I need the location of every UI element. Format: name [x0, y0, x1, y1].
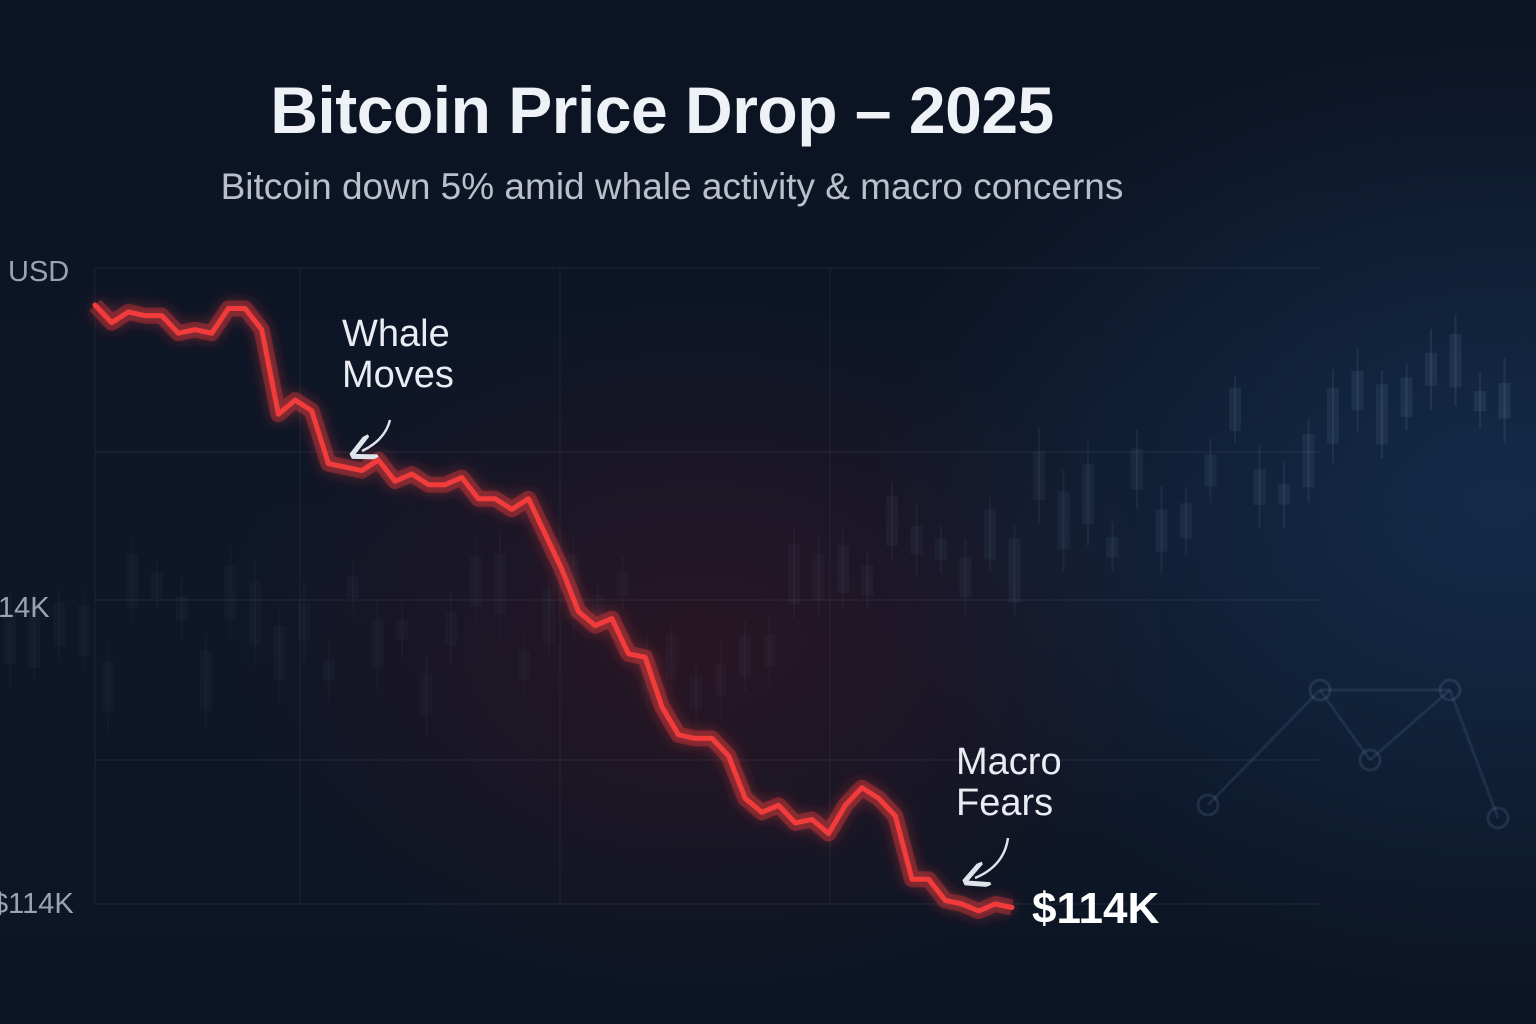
price-line: [92, 302, 1015, 914]
price-line-group: [89, 299, 1015, 919]
bg-candle-body: [1278, 484, 1290, 505]
bg-candle-body: [1131, 448, 1143, 490]
annotation-arrows: [362, 419, 1010, 878]
bg-candle-body: [175, 596, 188, 621]
bg-candle-body: [273, 626, 286, 680]
chart-subtitle: Bitcoin down 5% amid whale activity & ma…: [220, 166, 1124, 207]
bg-candle-body: [396, 619, 408, 640]
bg-candle-body: [592, 594, 604, 616]
bg-candle-body: [1057, 491, 1070, 550]
bg-candle-body: [347, 576, 359, 599]
bg-network-node: [1438, 678, 1462, 702]
bg-candle-body: [4, 613, 16, 665]
bg-candle-body: [1425, 352, 1437, 387]
bg-candle-body: [1449, 334, 1462, 388]
annotation-line: Moves: [342, 354, 454, 396]
annotation-line: Macro: [956, 741, 1062, 783]
bg-candle-body: [53, 602, 65, 647]
bg-candle-body: [518, 651, 531, 680]
bg-candle-body: [494, 553, 506, 615]
bg-network-node: [1196, 793, 1220, 817]
bg-candle-body: [200, 650, 212, 712]
annotation-line: Whale: [342, 313, 450, 355]
bg-candle-body: [28, 605, 41, 669]
bg-candle-body: [1082, 464, 1094, 525]
bg-candle-body: [1376, 384, 1388, 445]
bg-candle-body: [1229, 387, 1241, 432]
bg-candle-body: [371, 620, 384, 668]
bg-candle-body: [1351, 370, 1364, 411]
bg-candle-body: [102, 661, 114, 712]
bg-network-link: [1318, 689, 1372, 761]
bg-candle-body: [1106, 536, 1119, 558]
bg-candle-body: [249, 581, 261, 645]
bg-candle-body: [690, 674, 702, 711]
bg-candle-body: [837, 544, 849, 594]
bg-candle-body: [322, 659, 335, 681]
bg-candle-body: [714, 664, 727, 696]
bg-candle-body: [665, 635, 678, 679]
bg-candle-body: [151, 572, 163, 599]
annotation-arrow-whale: [362, 419, 392, 451]
bg-candle-body: [812, 553, 825, 601]
y-tick-label: 14K: [0, 592, 50, 624]
annotation-line: Fears: [956, 782, 1054, 824]
bg-candle-body: [1180, 503, 1192, 539]
bg-network-node: [1486, 806, 1510, 830]
bg-candle-body: [77, 605, 90, 657]
bg-candle-body: [1253, 469, 1266, 506]
chart-grid: [94, 267, 1320, 905]
bg-candle-body: [1474, 390, 1486, 412]
bg-network-node: [1308, 678, 1332, 702]
bg-network-link: [1206, 688, 1322, 807]
bg-candle-body: [1155, 509, 1168, 552]
bg-candle-body: [224, 564, 237, 620]
bg-candle-body: [469, 556, 482, 608]
bg-candle-body: [984, 508, 996, 560]
bg-candle-body: [739, 635, 751, 677]
bg-candle-body: [1498, 382, 1511, 419]
bg-candle-body: [1204, 454, 1217, 487]
bg-candle-body: [1400, 377, 1413, 418]
bg-candle-body: [1302, 433, 1315, 488]
bg-candle-body: [126, 554, 139, 609]
bg-candle-body: [445, 611, 457, 646]
bg-candle-body: [959, 557, 972, 597]
bg-candle-body: [543, 588, 555, 645]
bg-candle-body: [910, 526, 923, 555]
chart-title: Bitcoin Price Drop – 2025: [270, 73, 1054, 147]
bg-candle-body: [1327, 388, 1339, 444]
bg-candle-body: [1008, 538, 1021, 603]
bg-candle-body: [616, 570, 629, 596]
bg-candle-body: [886, 495, 898, 547]
background-decoration: [4, 315, 1511, 830]
annotation-whale-moves: Whale Moves: [342, 314, 502, 396]
bg-candle-body: [1033, 451, 1045, 501]
bg-network-node: [1358, 748, 1382, 772]
bg-candle-body: [420, 673, 433, 716]
bg-network-link: [1448, 689, 1500, 819]
bg-network-link: [1369, 688, 1451, 762]
annotation-arrow-macro: [975, 837, 1010, 878]
y-tick-label: $114K: [0, 888, 74, 920]
bg-candle-body: [935, 538, 947, 560]
bg-candle-body: [763, 634, 776, 667]
end-price-label: $114K: [1032, 884, 1160, 933]
y-axis-label: USD: [8, 256, 70, 288]
annotation-macro-fears: Macro Fears: [956, 742, 1116, 824]
bg-candle-body: [861, 564, 874, 596]
bg-candle-body: [788, 543, 800, 605]
bg-candle-body: [298, 604, 310, 640]
